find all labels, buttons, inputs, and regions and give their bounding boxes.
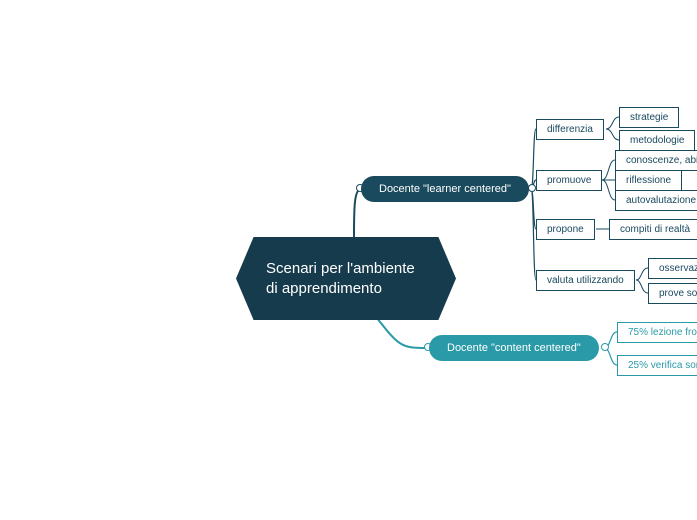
node-propone-label: propone — [547, 224, 584, 235]
node-prove[interactable]: prove sommativ — [648, 283, 697, 304]
branch-learner[interactable]: Docente "learner centered" — [361, 176, 529, 202]
node-strategie-label: strategie — [630, 112, 668, 123]
node-differenzia[interactable]: differenzia — [536, 119, 604, 140]
node-prove-label: prove sommativ — [659, 288, 697, 299]
node-valuta[interactable]: valuta utilizzando — [536, 270, 635, 291]
node-differenzia-label: differenzia — [547, 124, 593, 135]
branch-content[interactable]: Docente "content centered" — [429, 335, 599, 361]
branch-learner-label: Docente "learner centered" — [379, 183, 511, 195]
node-lezione-label: 75% lezione frontale — [628, 327, 697, 338]
node-lezione[interactable]: 75% lezione frontale — [617, 322, 697, 343]
node-propone[interactable]: propone — [536, 219, 595, 240]
node-compiti[interactable]: compiti di realtà — [609, 219, 697, 240]
node-promuove[interactable]: promuove — [536, 170, 602, 191]
node-autovalutazione[interactable]: autovalutazione e co-v — [615, 190, 697, 211]
node-conoscenze-label: conoscenze, abilità, co — [626, 155, 697, 166]
node-metodologie[interactable]: metodologie — [619, 130, 695, 151]
knob-learner-right[interactable] — [528, 184, 536, 192]
node-compiti-label: compiti di realtà — [620, 224, 690, 235]
node-metodologie-label: metodologie — [630, 135, 684, 146]
node-valuta-label: valuta utilizzando — [547, 275, 624, 286]
node-strategie[interactable]: strategie — [619, 107, 679, 128]
node-riflessione[interactable]: riflessione — [615, 170, 682, 191]
root-label: Scenari per l'ambiente di apprendimento — [266, 260, 415, 297]
node-riflessione-label: riflessione — [626, 175, 671, 186]
node-osservazione[interactable]: osservazione co — [648, 258, 697, 279]
root-node[interactable]: Scenari per l'ambiente di apprendimento — [236, 237, 456, 320]
node-autovalutazione-label: autovalutazione e co-v — [626, 195, 697, 206]
node-verifica-label: 25% verifica sommativ — [628, 360, 697, 371]
node-verifica[interactable]: 25% verifica sommativ — [617, 355, 697, 376]
branch-content-label: Docente "content centered" — [447, 342, 581, 354]
node-promuove-label: promuove — [547, 175, 591, 186]
node-osservazione-label: osservazione co — [659, 263, 697, 274]
node-conoscenze[interactable]: conoscenze, abilità, co — [615, 150, 697, 171]
knob-content-right[interactable] — [601, 343, 609, 351]
